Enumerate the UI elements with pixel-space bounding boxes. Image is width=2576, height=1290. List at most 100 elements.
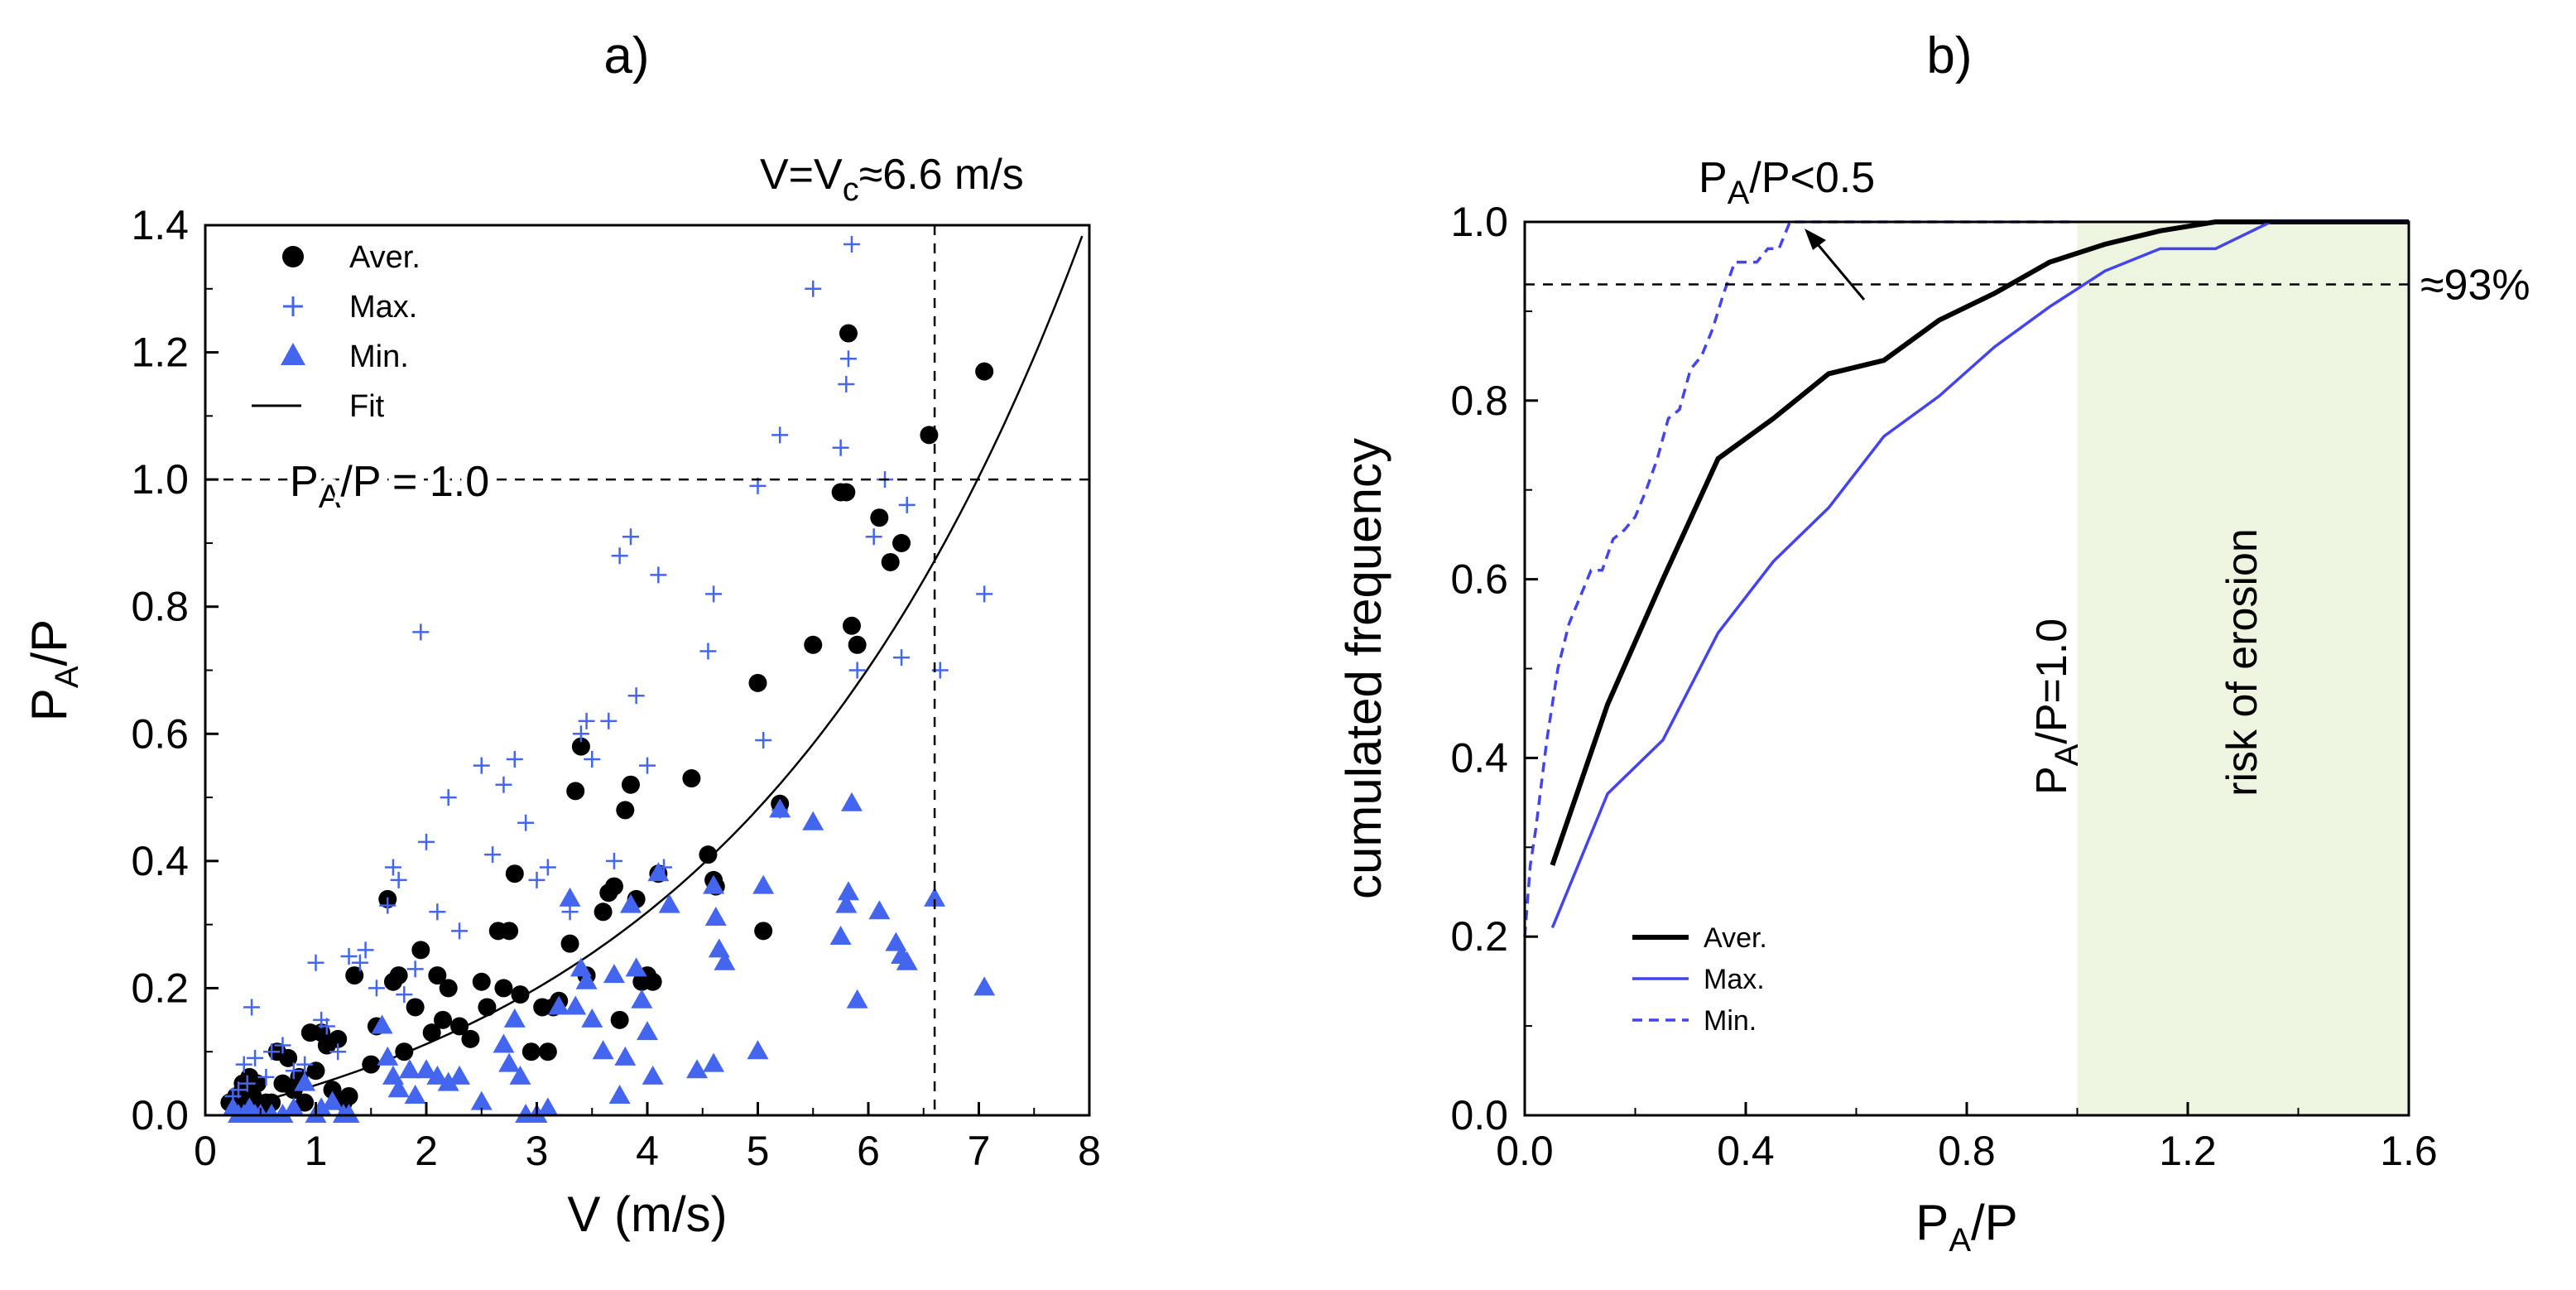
min-point bbox=[565, 995, 587, 1015]
max-point bbox=[865, 528, 882, 546]
x-tick-label: 4 bbox=[636, 1128, 659, 1174]
hline-label: PA/P = 1.0 bbox=[290, 458, 489, 515]
min-point bbox=[272, 1104, 294, 1123]
arrow-head bbox=[1805, 229, 1826, 250]
min-point bbox=[603, 964, 625, 984]
min-point bbox=[625, 957, 647, 977]
y-tick-label: 0.4 bbox=[131, 838, 189, 884]
min-point bbox=[835, 893, 858, 913]
min-point bbox=[614, 1046, 637, 1066]
min-point bbox=[846, 989, 868, 1008]
max-point bbox=[699, 643, 717, 660]
legend-aver-marker bbox=[282, 246, 304, 267]
aver-point bbox=[494, 979, 513, 998]
arrow-label-main: P bbox=[1699, 154, 1728, 202]
aver-point bbox=[521, 1042, 541, 1061]
aver-point bbox=[643, 972, 662, 991]
min-point bbox=[752, 874, 775, 894]
max-point bbox=[517, 814, 535, 831]
aver-point bbox=[478, 998, 497, 1017]
y-tick-label: 0.8 bbox=[131, 584, 189, 630]
min-point bbox=[658, 893, 680, 913]
min-point bbox=[714, 951, 736, 970]
panel-b-label: b) bbox=[1926, 27, 1972, 84]
max-point bbox=[506, 751, 523, 768]
min-point bbox=[382, 1065, 404, 1085]
aver-point bbox=[870, 508, 889, 527]
max-point bbox=[705, 585, 723, 603]
max-point bbox=[230, 1081, 248, 1099]
min-point bbox=[509, 1065, 531, 1085]
arrow-label: PA/P<0.5 bbox=[1699, 154, 1875, 211]
min-point bbox=[631, 989, 653, 1008]
aver-point bbox=[439, 979, 458, 998]
arrow-label-tail: /P<0.5 bbox=[1749, 154, 1875, 202]
series-max-line bbox=[1550, 220, 2409, 929]
threshold-label-sub: A bbox=[2049, 744, 2085, 766]
aver-point bbox=[450, 1017, 469, 1036]
aver-point bbox=[975, 362, 994, 381]
aver-point bbox=[406, 998, 425, 1017]
risk-of-erosion-region bbox=[2077, 222, 2409, 1115]
max-point bbox=[605, 852, 622, 869]
vline-label-tail: ≈6.6 m/s bbox=[859, 151, 1024, 199]
ylabel-sub: A bbox=[49, 666, 85, 688]
max-point bbox=[340, 948, 358, 965]
min-point bbox=[973, 976, 996, 996]
min-point bbox=[642, 1065, 664, 1085]
min-point bbox=[592, 1040, 614, 1060]
x-tick-label: 0 bbox=[194, 1128, 217, 1174]
aver-point bbox=[306, 1061, 325, 1081]
panel-b-y-axis-label: cumulated frequency bbox=[1336, 438, 1391, 899]
aver-point bbox=[892, 533, 911, 552]
aver-point bbox=[362, 1055, 381, 1074]
max-point bbox=[384, 859, 401, 876]
max-point bbox=[390, 871, 407, 888]
legend-label: Aver. bbox=[349, 240, 421, 275]
max-point bbox=[406, 960, 424, 978]
max-point bbox=[243, 999, 261, 1016]
min-point bbox=[470, 1090, 493, 1110]
aver-point bbox=[604, 877, 623, 896]
aver-point bbox=[389, 966, 408, 985]
panel-b-chart: 0.0 0.4 0.8 1.2 1.60.00.20.40.60.81.0 ≈93%PA… bbox=[1336, 154, 2530, 1259]
max-point bbox=[650, 566, 667, 584]
legend-min-marker bbox=[281, 343, 305, 365]
x-tick-label: 2 bbox=[415, 1128, 438, 1174]
aver-point bbox=[560, 934, 579, 953]
panel-a-y-axis-label: PA/P bbox=[22, 619, 85, 721]
min-point bbox=[498, 1052, 521, 1072]
max-point bbox=[473, 757, 490, 774]
max-point bbox=[357, 941, 374, 959]
y-tick-label: 0.0 bbox=[1450, 1092, 1508, 1138]
min-point bbox=[924, 887, 946, 907]
legend-label: Max. bbox=[1704, 964, 1765, 995]
max-point bbox=[451, 922, 469, 940]
ylabel-tail: /P bbox=[22, 619, 77, 667]
max-point bbox=[247, 1049, 264, 1066]
y-tick-label: 0.8 bbox=[1450, 378, 1508, 424]
x-tick-label: 0.8 bbox=[1938, 1128, 1996, 1174]
min-point bbox=[426, 1065, 449, 1085]
aver-point bbox=[610, 1010, 629, 1029]
min-point bbox=[371, 1014, 393, 1034]
aver-point bbox=[428, 966, 447, 985]
aver-point bbox=[395, 1042, 414, 1061]
max-point bbox=[440, 789, 457, 806]
x-tick-label: 1 bbox=[305, 1128, 328, 1174]
min-point bbox=[637, 1021, 658, 1041]
threshold-label: PA/P=1.0 bbox=[2028, 619, 2085, 795]
min-point bbox=[581, 1008, 603, 1028]
aver-point bbox=[329, 1029, 348, 1048]
legend-max-marker bbox=[283, 296, 303, 316]
aver-point bbox=[422, 1023, 441, 1042]
aver-point bbox=[411, 941, 430, 960]
aver-point bbox=[323, 1081, 342, 1100]
max-point bbox=[263, 1043, 281, 1061]
aver-point bbox=[616, 801, 635, 820]
max-point bbox=[285, 1062, 302, 1080]
aver-point bbox=[571, 737, 590, 756]
max-point bbox=[396, 986, 413, 1004]
min-point bbox=[703, 1052, 725, 1072]
max-point bbox=[318, 1018, 335, 1035]
